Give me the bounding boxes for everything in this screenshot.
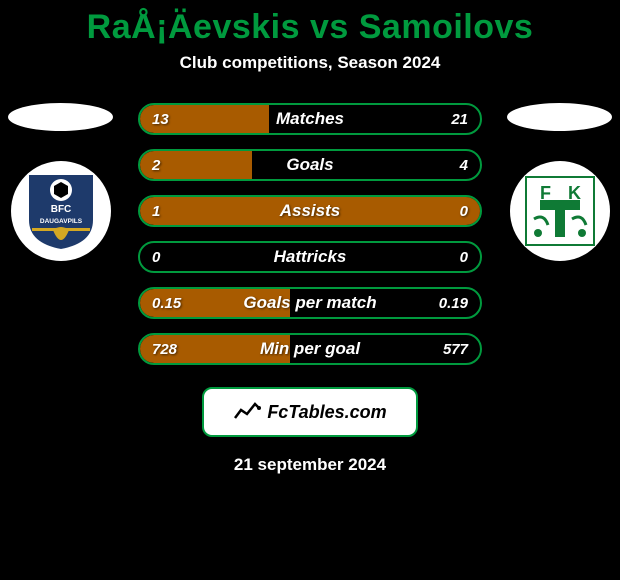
stat-left-value: 1 (152, 203, 160, 220)
stat-left-value: 0.15 (152, 295, 181, 312)
stat-label: Goals per match (243, 293, 376, 313)
stat-right-value: 0.19 (439, 295, 468, 312)
player-silhouette-left (8, 103, 113, 131)
stat-left-value: 728 (152, 341, 177, 358)
stat-right-value: 577 (443, 341, 468, 358)
stat-right-value: 0 (460, 249, 468, 266)
stat-label: Goals (286, 155, 333, 175)
bfc-label-bottom: DAUGAVPILS (39, 218, 82, 225)
comparison-content: BFC DAUGAVPILS F K (0, 103, 620, 475)
right-player-column: F K (507, 103, 612, 261)
stat-row-min-per-goal: 728 Min per goal 577 (138, 333, 482, 365)
stat-left-value: 0 (152, 249, 160, 266)
bfc-label-top: BFC (50, 204, 71, 215)
footer-badge[interactable]: FcTables.com (202, 387, 418, 437)
stat-bars: 13 Matches 21 2 Goals 4 1 Assists 0 0 Hattricks 0 0.… (138, 103, 482, 365)
subtitle: Club competitions, Season 2024 (0, 53, 620, 73)
stat-row-matches: 13 Matches 21 (138, 103, 482, 135)
stat-label: Assists (280, 201, 340, 221)
stat-right-value: 4 (460, 157, 468, 174)
player-silhouette-right (507, 103, 612, 131)
page-title: RaÅ¡Äevskis vs Samoilovs (0, 0, 620, 47)
stat-label: Min per goal (260, 339, 360, 359)
footer-text: FcTables.com (267, 402, 386, 423)
stat-row-hattricks: 0 Hattricks 0 (138, 241, 482, 273)
fkt-logo-icon: F K (524, 175, 596, 247)
stat-row-goals: 2 Goals 4 (138, 149, 482, 181)
stat-right-value: 0 (460, 203, 468, 220)
bfc-shield-icon: BFC DAUGAVPILS (26, 170, 96, 252)
stat-left-value: 2 (152, 157, 160, 174)
stat-right-value: 21 (451, 111, 468, 128)
stat-label: Hattricks (274, 247, 347, 267)
stat-row-assists: 1 Assists 0 (138, 195, 482, 227)
stat-label: Matches (276, 109, 344, 129)
stat-row-goals-per-match: 0.15 Goals per match 0.19 (138, 287, 482, 319)
date-line: 21 september 2024 (0, 455, 620, 475)
left-player-column: BFC DAUGAVPILS (8, 103, 113, 261)
right-club-logo: F K (510, 161, 610, 261)
left-club-logo: BFC DAUGAVPILS (11, 161, 111, 261)
fctables-icon (233, 402, 261, 422)
stat-left-value: 13 (152, 111, 169, 128)
